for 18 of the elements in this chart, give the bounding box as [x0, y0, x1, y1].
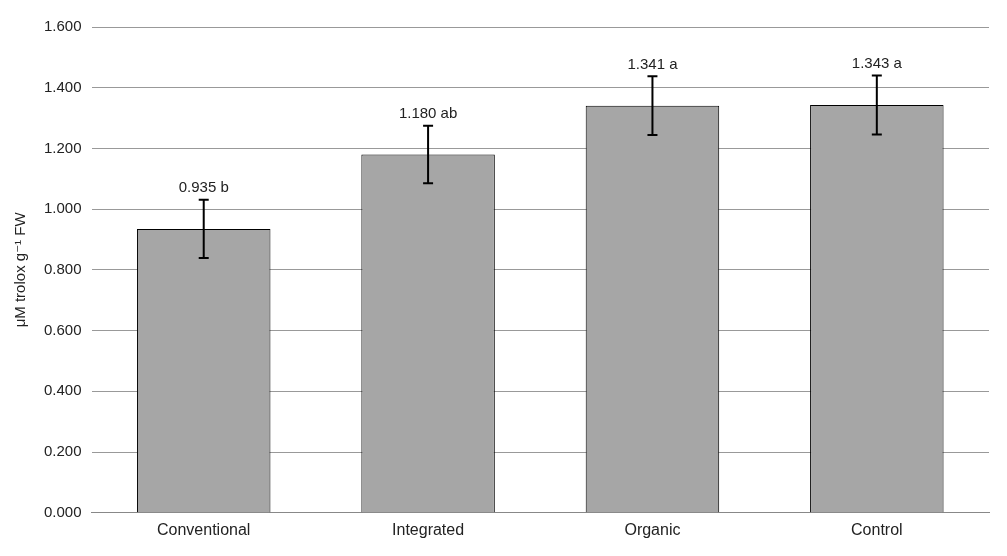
x-tick-label: Organic: [624, 520, 681, 538]
y-tick-label: 0.600: [43, 320, 82, 338]
y-tick-label: 0.000: [43, 502, 82, 520]
y-axis-title: μM trolox g⁻¹ FW: [11, 211, 29, 328]
x-tick-label: Conventional: [157, 520, 251, 538]
data-label: 0.935 b: [178, 178, 229, 196]
y-tick-label: 0.800: [43, 260, 82, 278]
data-label: 1.341 a: [627, 54, 679, 72]
y-tick-label: 1.200: [43, 138, 82, 156]
x-tick-label: Control: [851, 520, 903, 538]
y-tick-label: 1.000: [43, 199, 82, 217]
data-label: 1.180 ab: [398, 104, 458, 122]
data-label: 1.343 a: [851, 54, 903, 72]
y-tick-label: 0.400: [43, 381, 82, 399]
y-tick-label: 0.200: [43, 442, 82, 460]
y-tick-label: 1.600: [43, 17, 82, 35]
x-tick-label: Integrated: [392, 520, 465, 538]
y-tick-label: 1.400: [43, 77, 82, 95]
